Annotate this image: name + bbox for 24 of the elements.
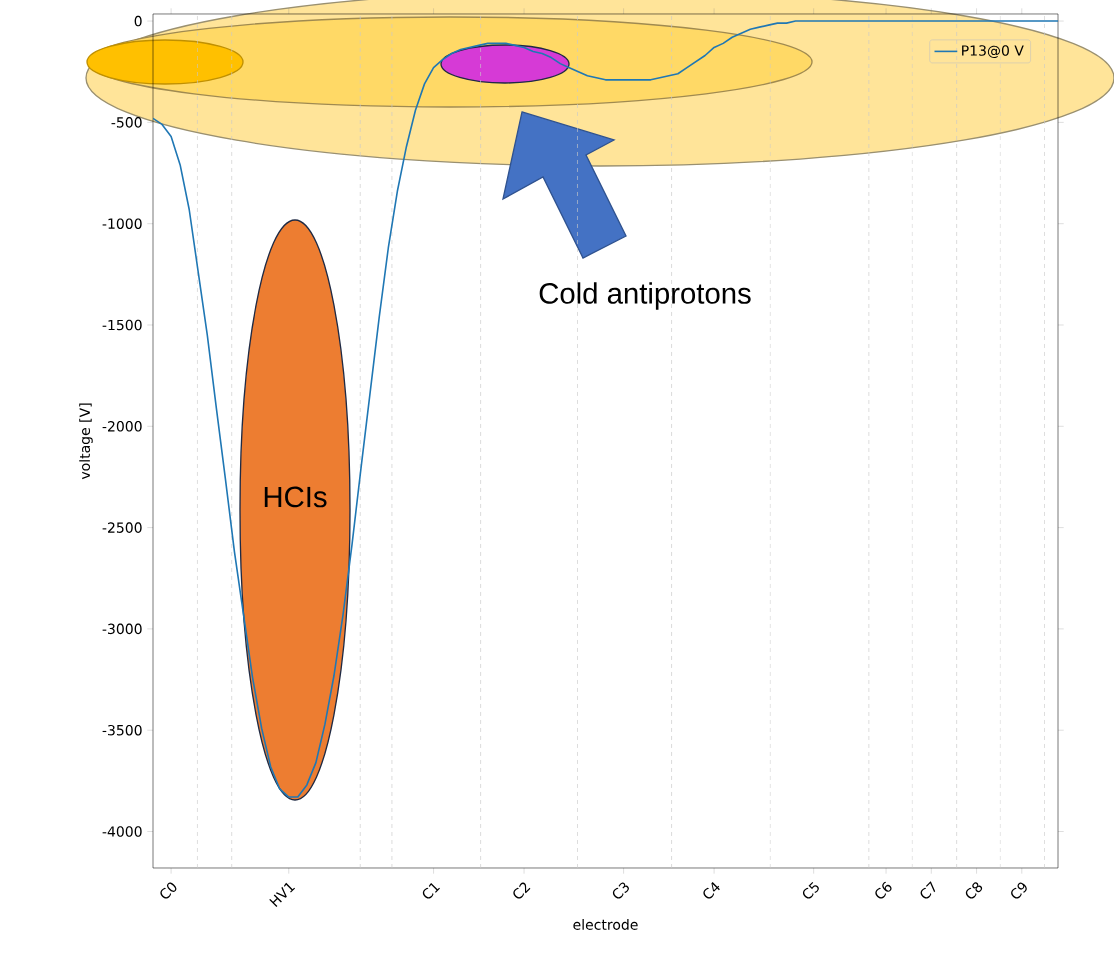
y-tick-label: -2000	[102, 421, 142, 432]
y-tick-label: -2500	[102, 522, 142, 533]
x-tick-label: C1	[422, 882, 440, 899]
x-axis-title: electrode	[573, 919, 638, 930]
y-tick-label: -3500	[102, 724, 142, 736]
y-tick-label: -1000	[102, 218, 142, 229]
y-tick-label: -1500	[102, 319, 142, 331]
annotation: Cold antiprotons	[539, 282, 751, 310]
y-tick-label: -500	[111, 117, 142, 128]
legend-label: P13@0 V	[962, 45, 1024, 59]
y-tick-label: -3000	[102, 623, 142, 635]
x-tick-label: C0	[160, 882, 177, 899]
x-tick-label: C3	[612, 882, 629, 899]
y-tick-label: 0	[134, 15, 142, 27]
annotation: HCIs	[264, 486, 327, 508]
x-tick-label: C2	[513, 882, 531, 899]
x-tick-label: C9	[1011, 882, 1027, 899]
x-tick-label: C7	[920, 881, 936, 899]
x-tick-label: C8	[965, 882, 983, 899]
x-tick-label: C4	[703, 882, 720, 899]
y-tick-label: -4000	[102, 826, 142, 837]
x-tick-label: C5	[802, 881, 819, 899]
y-axis-title: voltage [V]	[79, 403, 93, 480]
x-tick-label: C6	[875, 881, 892, 899]
